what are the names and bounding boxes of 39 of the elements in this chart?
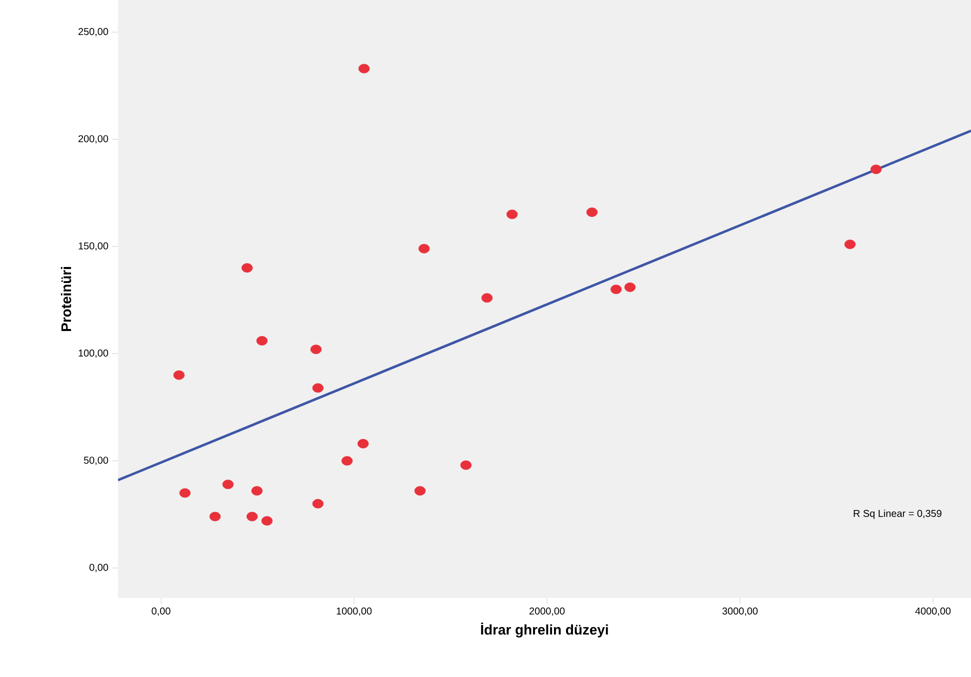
point <box>357 438 369 448</box>
point <box>179 488 191 498</box>
point <box>312 383 324 393</box>
point <box>242 263 253 273</box>
point <box>414 486 426 496</box>
y-tick-label: 100,00 <box>78 350 108 358</box>
point <box>870 164 882 174</box>
point <box>341 456 353 466</box>
point <box>209 512 221 522</box>
point <box>251 486 263 496</box>
point <box>310 344 322 354</box>
y-axis-title: Proteinüri <box>60 267 72 331</box>
y-tick-label: 50,00 <box>84 456 108 465</box>
point <box>358 64 370 74</box>
annotation: R Sq Linear = 0,359 <box>854 510 942 519</box>
point <box>481 293 493 303</box>
y-tick-label: 200,00 <box>78 135 108 144</box>
x-tick-label: 2000,00 <box>530 608 565 616</box>
point <box>624 282 636 292</box>
point <box>460 460 472 470</box>
y-tick-label: 150,00 <box>78 242 108 251</box>
point <box>256 336 268 346</box>
x-tick-label: 3000,00 <box>722 608 758 616</box>
point <box>222 480 234 490</box>
point <box>586 207 598 217</box>
y-tick-label: 250,00 <box>78 28 108 36</box>
point <box>246 512 258 522</box>
point <box>261 516 273 526</box>
x-axis-title: İdrar ghrelin düzeyi <box>481 622 608 638</box>
point <box>506 210 518 220</box>
x-tick-label: 1000,00 <box>336 608 372 616</box>
x-tick-label: 0,00 <box>152 608 170 616</box>
point <box>844 240 856 250</box>
point <box>173 370 185 380</box>
x-tick-label: 4000,00 <box>915 608 951 616</box>
point <box>312 498 324 508</box>
point <box>418 244 430 254</box>
y-tick-label: 0,00 <box>89 564 108 572</box>
point <box>610 284 622 294</box>
